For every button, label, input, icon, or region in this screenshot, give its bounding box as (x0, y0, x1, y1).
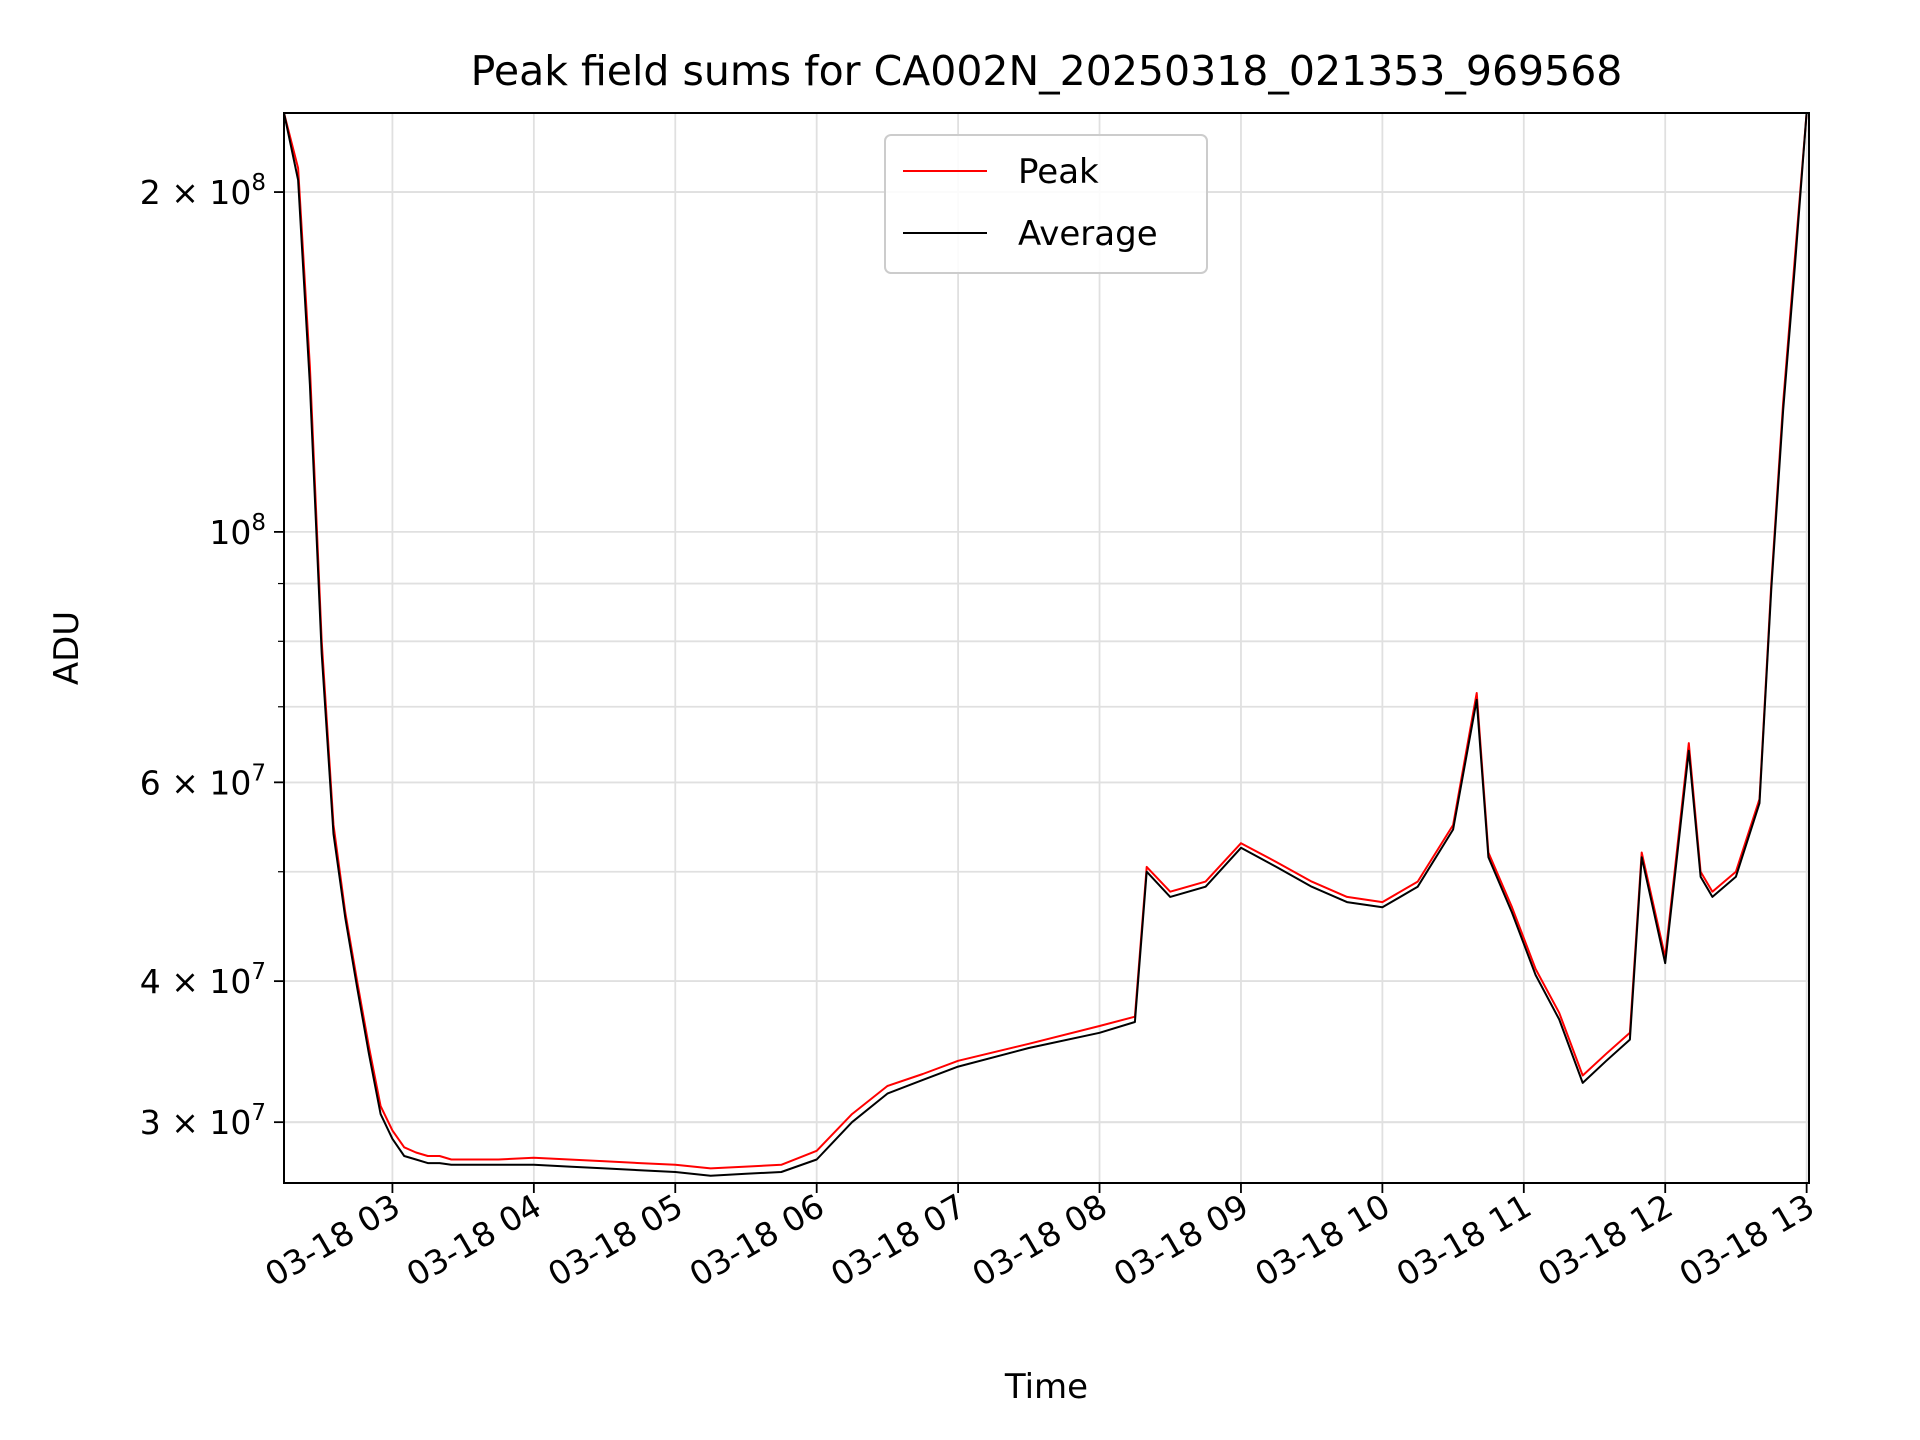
legend-label-peak: Peak (1018, 152, 1099, 192)
legend-box (884, 134, 1208, 274)
y-axis: 3 × 107 4 × 107 6 × 107 108 2 × 108 (140, 170, 284, 1142)
y-tick-label: 3 × 107 (140, 1100, 266, 1142)
legend: Peak Average (884, 134, 1208, 274)
y-tick-label: 6 × 107 (140, 760, 266, 802)
y-axis-label: ADU (47, 611, 87, 685)
chart-title: Peak field sums for CA002N_20250318_0213… (471, 47, 1623, 95)
y-tick-label: 4 × 107 (140, 959, 266, 1001)
y-tick-label: 2 × 108 (140, 170, 266, 212)
x-axis-label: Time (1004, 1367, 1088, 1407)
series-average-line (284, 113, 1808, 1177)
y-tick-label: 108 (209, 510, 266, 552)
series-layer (284, 113, 1808, 1177)
grid (284, 113, 1809, 1183)
legend-label-average: Average (1018, 214, 1158, 254)
plot-area (283, 112, 1810, 1184)
